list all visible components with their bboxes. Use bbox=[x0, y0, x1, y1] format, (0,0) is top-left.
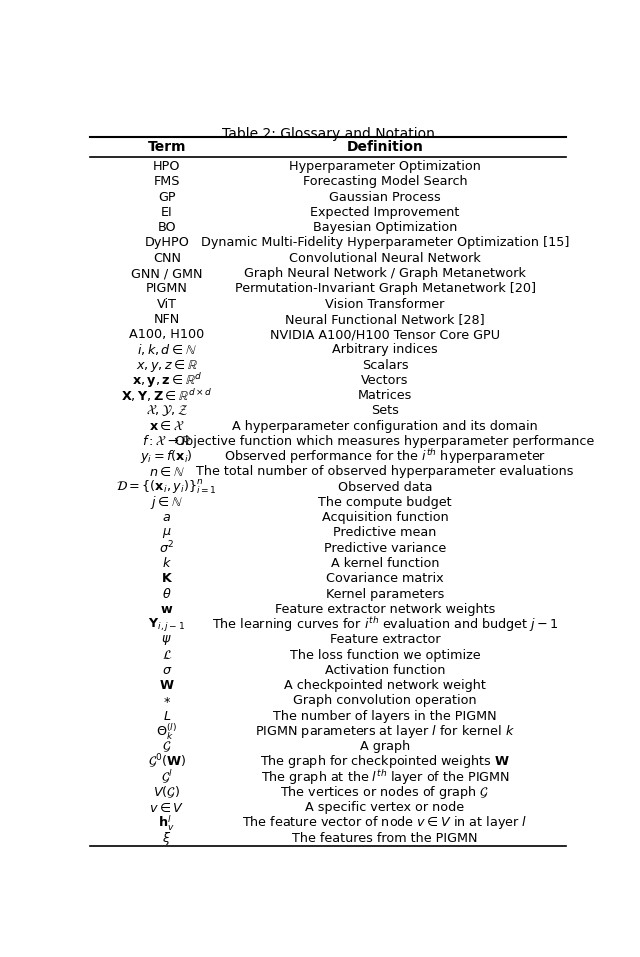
Text: $\mathbf{Y}_{i,j-1}$: $\mathbf{Y}_{i,j-1}$ bbox=[148, 616, 185, 633]
Text: $\mathbf{K}$: $\mathbf{K}$ bbox=[161, 572, 173, 586]
Text: The learning curves for $i^{th}$ evaluation and budget $j-1$: The learning curves for $i^{th}$ evaluat… bbox=[212, 615, 559, 634]
Text: Activation function: Activation function bbox=[324, 664, 445, 677]
Text: PIGMN: PIGMN bbox=[146, 282, 188, 296]
Text: HPO: HPO bbox=[153, 160, 180, 173]
Text: $\mu$: $\mu$ bbox=[162, 526, 172, 540]
Text: Forecasting Model Search: Forecasting Model Search bbox=[303, 175, 467, 189]
Text: $\mathbf{w}$: $\mathbf{w}$ bbox=[160, 603, 173, 615]
Text: Graph Neural Network / Graph Metanetwork: Graph Neural Network / Graph Metanetwork bbox=[244, 267, 526, 280]
Text: Scalars: Scalars bbox=[362, 359, 408, 371]
Text: $\mathbf{X}, \mathbf{Y}, \mathbf{Z} \in \mathbb{R}^{d \times d}$: $\mathbf{X}, \mathbf{Y}, \mathbf{Z} \in … bbox=[121, 388, 212, 404]
Text: The loss function we optimize: The loss function we optimize bbox=[290, 649, 481, 661]
Text: Observed performance for the $i^{th}$ hyperparameter: Observed performance for the $i^{th}$ hy… bbox=[224, 447, 546, 466]
Text: $\mathbf{W}$: $\mathbf{W}$ bbox=[159, 679, 175, 692]
Text: A graph: A graph bbox=[360, 740, 410, 753]
Text: A checkpointed network weight: A checkpointed network weight bbox=[284, 679, 486, 692]
Text: Sets: Sets bbox=[371, 405, 399, 417]
Text: The number of layers in the PIGMN: The number of layers in the PIGMN bbox=[273, 709, 497, 723]
Text: $\sigma$: $\sigma$ bbox=[161, 664, 172, 677]
Text: A kernel function: A kernel function bbox=[331, 557, 439, 570]
Text: Dynamic Multi-Fidelity Hyperparameter Optimization [15]: Dynamic Multi-Fidelity Hyperparameter Op… bbox=[201, 236, 569, 250]
Text: A hyperparameter configuration and its domain: A hyperparameter configuration and its d… bbox=[232, 419, 538, 433]
Text: DyHPO: DyHPO bbox=[145, 236, 189, 250]
Text: Predictive variance: Predictive variance bbox=[324, 542, 446, 555]
Text: GNN / GMN: GNN / GMN bbox=[131, 267, 202, 280]
Text: $i, k, d \in \mathbb{N}$: $i, k, d \in \mathbb{N}$ bbox=[137, 343, 196, 357]
Text: $\xi$: $\xi$ bbox=[162, 830, 172, 847]
Text: GP: GP bbox=[158, 190, 175, 204]
Text: NVIDIA A100/H100 Tensor Core GPU: NVIDIA A100/H100 Tensor Core GPU bbox=[270, 328, 500, 341]
Text: Definition: Definition bbox=[347, 140, 424, 153]
Text: $\theta$: $\theta$ bbox=[162, 587, 172, 601]
Text: $\mathcal{X}, \mathcal{Y}, \mathcal{Z}$: $\mathcal{X}, \mathcal{Y}, \mathcal{Z}$ bbox=[146, 403, 188, 418]
Text: Objective function which measures hyperparameter performance: Objective function which measures hyperp… bbox=[175, 434, 595, 448]
Text: $V(\mathcal{G})$: $V(\mathcal{G})$ bbox=[154, 785, 180, 800]
Text: Bayesian Optimization: Bayesian Optimization bbox=[313, 221, 457, 234]
Text: The features from the PIGMN: The features from the PIGMN bbox=[292, 832, 478, 845]
Text: $f : \mathcal{X} \rightarrow \mathbb{R}$: $f : \mathcal{X} \rightarrow \mathbb{R}$ bbox=[142, 434, 191, 448]
Text: Table 2: Glossary and Notation: Table 2: Glossary and Notation bbox=[221, 126, 435, 141]
Text: Gaussian Process: Gaussian Process bbox=[329, 190, 441, 204]
Text: Term: Term bbox=[148, 140, 186, 153]
Text: BO: BO bbox=[157, 221, 176, 234]
Text: Covariance matrix: Covariance matrix bbox=[326, 572, 444, 586]
Text: $n \in \mathbb{N}$: $n \in \mathbb{N}$ bbox=[149, 465, 185, 478]
Text: $k$: $k$ bbox=[162, 556, 172, 570]
Text: $\mathcal{G}^0(\mathbf{W})$: $\mathcal{G}^0(\mathbf{W})$ bbox=[148, 753, 186, 771]
Text: $\mathcal{D} = \{(\mathbf{x}_i, y_i)\}_{i=1}^{n}$: $\mathcal{D} = \{(\mathbf{x}_i, y_i)\}_{… bbox=[116, 478, 217, 496]
Text: $L$: $L$ bbox=[163, 709, 171, 723]
Text: Expected Improvement: Expected Improvement bbox=[310, 206, 460, 219]
Text: $\mathcal{G}$: $\mathcal{G}$ bbox=[162, 740, 172, 754]
Text: Acquisition function: Acquisition function bbox=[322, 511, 449, 524]
Text: $a$: $a$ bbox=[163, 511, 172, 524]
Text: $\mathbf{h}_v^l$: $\mathbf{h}_v^l$ bbox=[159, 813, 175, 833]
Text: $v \in V$: $v \in V$ bbox=[149, 801, 184, 814]
Text: $\mathbf{x}, \mathbf{y}, \mathbf{z} \in \mathbb{R}^d$: $\mathbf{x}, \mathbf{y}, \mathbf{z} \in … bbox=[132, 371, 202, 389]
Text: Matrices: Matrices bbox=[358, 389, 412, 402]
Text: Convolutional Neural Network: Convolutional Neural Network bbox=[289, 252, 481, 265]
Text: $\psi$: $\psi$ bbox=[161, 633, 172, 647]
Text: $\mathcal{G}^l$: $\mathcal{G}^l$ bbox=[161, 768, 173, 786]
Text: Observed data: Observed data bbox=[338, 480, 432, 494]
Text: The compute budget: The compute budget bbox=[318, 496, 452, 509]
Text: $x, y, z \in \mathbb{R}$: $x, y, z \in \mathbb{R}$ bbox=[136, 357, 198, 373]
Text: Hyperparameter Optimization: Hyperparameter Optimization bbox=[289, 160, 481, 173]
Text: $\sigma^2$: $\sigma^2$ bbox=[159, 540, 175, 557]
Text: The graph for checkpointed weights $\mathbf{W}$: The graph for checkpointed weights $\mat… bbox=[260, 753, 510, 770]
Text: $*$: $*$ bbox=[163, 695, 171, 707]
Text: ViT: ViT bbox=[157, 298, 177, 310]
Text: $y_i = f(\mathbf{x}_i)$: $y_i = f(\mathbf{x}_i)$ bbox=[140, 448, 193, 465]
Text: The feature vector of node $v \in V$ in at layer $l$: The feature vector of node $v \in V$ in … bbox=[243, 814, 528, 832]
Text: Kernel parameters: Kernel parameters bbox=[326, 588, 444, 600]
Text: A specific vertex or node: A specific vertex or node bbox=[305, 801, 465, 814]
Text: Vectors: Vectors bbox=[362, 374, 409, 387]
Text: The graph at the $l^{th}$ layer of the PIGMN: The graph at the $l^{th}$ layer of the P… bbox=[260, 768, 509, 787]
Text: FMS: FMS bbox=[154, 175, 180, 189]
Text: $\mathbf{x} \in \mathcal{X}$: $\mathbf{x} \in \mathcal{X}$ bbox=[149, 419, 184, 433]
Text: CNN: CNN bbox=[153, 252, 181, 265]
Text: The vertices or nodes of graph $\mathcal{G}$: The vertices or nodes of graph $\mathcal… bbox=[280, 784, 490, 801]
Text: Vision Transformer: Vision Transformer bbox=[325, 298, 445, 310]
Text: A100, H100: A100, H100 bbox=[129, 328, 204, 341]
Text: $j \in \mathbb{N}$: $j \in \mathbb{N}$ bbox=[150, 494, 183, 511]
Text: Feature extractor: Feature extractor bbox=[330, 634, 440, 646]
Text: $\Theta_k^{(l)}$: $\Theta_k^{(l)}$ bbox=[156, 722, 177, 742]
Text: EI: EI bbox=[161, 206, 173, 219]
Text: Feature extractor network weights: Feature extractor network weights bbox=[275, 603, 495, 615]
Text: Neural Functional Network [28]: Neural Functional Network [28] bbox=[285, 313, 485, 325]
Text: Arbitrary indices: Arbitrary indices bbox=[332, 344, 438, 356]
Text: NFN: NFN bbox=[154, 313, 180, 325]
Text: Permutation-Invariant Graph Metanetwork [20]: Permutation-Invariant Graph Metanetwork … bbox=[234, 282, 536, 296]
Text: Predictive mean: Predictive mean bbox=[333, 526, 436, 540]
Text: PIGMN parameters at layer $l$ for kernel $k$: PIGMN parameters at layer $l$ for kernel… bbox=[255, 723, 515, 740]
Text: The total number of observed hyperparameter evaluations: The total number of observed hyperparame… bbox=[196, 465, 574, 478]
Text: Graph convolution operation: Graph convolution operation bbox=[293, 695, 477, 707]
Text: $\mathcal{L}$: $\mathcal{L}$ bbox=[162, 649, 172, 661]
